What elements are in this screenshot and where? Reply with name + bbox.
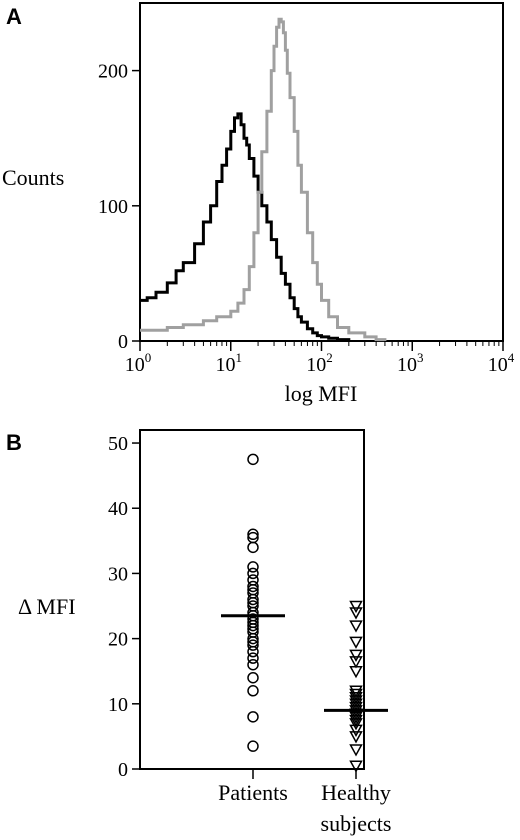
data-point-triangle <box>349 656 363 669</box>
histogram-line-2 <box>140 17 387 342</box>
x-tick-label: 103 <box>397 350 424 376</box>
x-tick-label: 100 <box>125 350 152 376</box>
y-tick-label: 30 <box>108 563 128 585</box>
data-point-triangle <box>349 649 363 662</box>
data-point-triangle <box>349 714 363 728</box>
y-tick-label: 20 <box>108 629 128 651</box>
data-point-circle <box>247 645 259 658</box>
data-point-circle <box>247 658 259 671</box>
data-point-triangle <box>349 718 363 731</box>
category-label: Patients <box>218 780 288 805</box>
y-tick-label: 50 <box>108 433 128 455</box>
panel-label-b: B <box>6 430 22 455</box>
category-label: Healthy <box>321 780 391 805</box>
data-point-circle <box>247 528 259 541</box>
y-tick-label: 100 <box>98 196 128 218</box>
data-point-triangle <box>349 731 363 744</box>
data-point-circle <box>247 567 259 580</box>
y-tick-label: 40 <box>108 498 128 520</box>
y-tick-label: 0 <box>118 331 128 353</box>
y-tick-label: 200 <box>98 61 128 83</box>
data-point-circle <box>247 561 259 573</box>
data-point-triangle <box>349 600 363 614</box>
data-point-triangle <box>349 724 363 737</box>
data-point-triangle <box>349 685 363 698</box>
scatter-panel: 0 10 20 30 40 50 Patients Healthy subjects Δ MFI <box>18 429 392 836</box>
data-point-circle <box>247 685 259 697</box>
data-point-circle <box>247 619 259 632</box>
x-axis-title: log MFI <box>285 381 358 406</box>
data-point-circle <box>247 632 259 645</box>
y-tick-label: 10 <box>108 694 128 716</box>
data-point-triangle <box>349 688 363 702</box>
data-point-triangle <box>349 620 363 633</box>
data-point-circle <box>247 671 259 684</box>
x-tick-label: 101 <box>216 350 243 376</box>
data-point-triangle <box>349 711 363 724</box>
data-point-circle <box>247 453 259 466</box>
x-tick-label: 102 <box>306 350 333 376</box>
x-tick-label: 104 <box>488 350 515 376</box>
plot-frame <box>139 429 365 770</box>
data-point-triangle <box>349 698 363 711</box>
data-point-circle <box>247 541 259 554</box>
panel-label-a: A <box>6 4 22 29</box>
data-point-circle <box>247 652 259 664</box>
y-tick-label: 0 <box>118 759 128 781</box>
data-point-triangle <box>349 692 363 705</box>
data-point-circle <box>247 639 259 651</box>
y-axis-title: Counts <box>2 165 64 190</box>
data-point-circle <box>247 580 259 593</box>
data-point-triangle <box>349 665 363 679</box>
data-point-triangle <box>349 636 363 649</box>
y-axis-title: Δ MFI <box>18 594 76 619</box>
data-point-triangle <box>349 760 363 773</box>
data-point-triangle <box>349 701 363 715</box>
data-point-triangle <box>349 695 363 708</box>
histogram-line-1 <box>140 112 351 342</box>
data-point-triangle <box>349 744 363 757</box>
data-point-circle <box>247 593 259 606</box>
category-label: subjects <box>321 811 392 836</box>
data-point-circle <box>247 711 259 723</box>
data-point-triangle <box>349 607 363 620</box>
data-point-circle <box>247 740 259 752</box>
